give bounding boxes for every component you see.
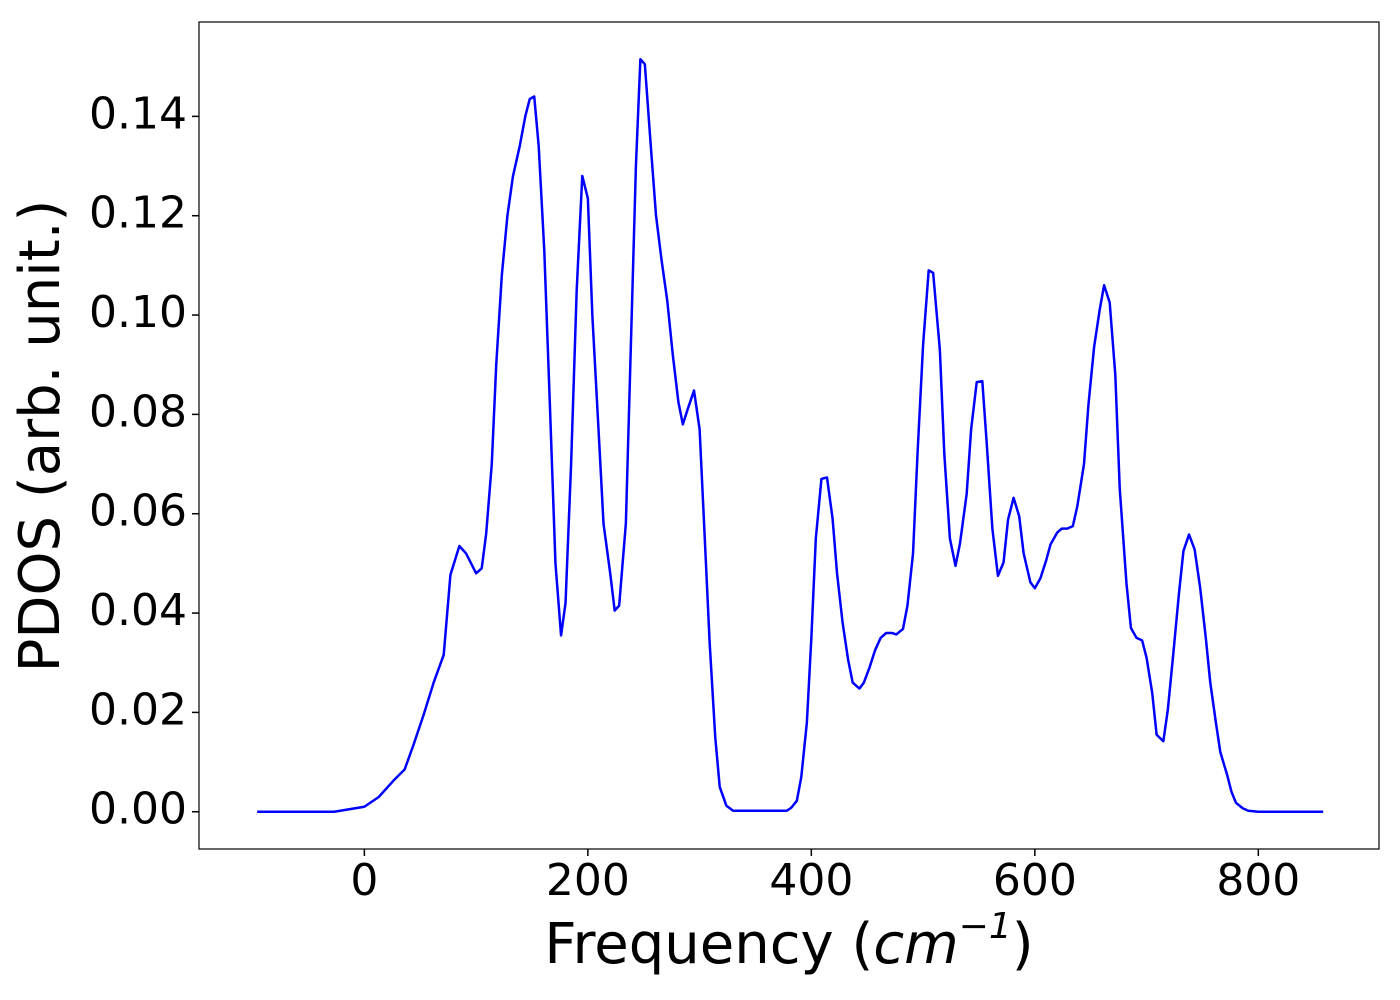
x-label-text: Frequency ( xyxy=(544,912,873,977)
x-tick-label: 800 xyxy=(1216,855,1300,906)
x-label-unit: cm xyxy=(873,912,958,977)
x-tick-label: 0 xyxy=(350,855,378,906)
y-tick-label: 0.10 xyxy=(89,287,187,338)
x-label-close: ) xyxy=(1012,912,1034,977)
x-tick-label: 600 xyxy=(993,855,1077,906)
x-label-exponent: −1 xyxy=(959,906,1012,947)
plot-frame xyxy=(198,21,1380,850)
x-tick-label: 200 xyxy=(546,855,630,906)
x-axis-label: Frequency (cm−1) xyxy=(544,906,1033,977)
y-tick-label: 0.08 xyxy=(89,386,187,437)
y-tick-label: 0.12 xyxy=(89,188,187,239)
y-tick-label: 0.06 xyxy=(89,486,187,537)
y-tick-label: 0.14 xyxy=(89,88,187,139)
x-tick-label: 400 xyxy=(769,855,853,906)
pdos-line xyxy=(257,58,1324,813)
y-tick-label: 0.04 xyxy=(89,585,187,636)
y-tick-label: 0.02 xyxy=(89,684,187,735)
y-tick-label: 0.00 xyxy=(89,784,187,835)
y-axis-label: PDOS (arb. unit.) xyxy=(8,200,73,673)
